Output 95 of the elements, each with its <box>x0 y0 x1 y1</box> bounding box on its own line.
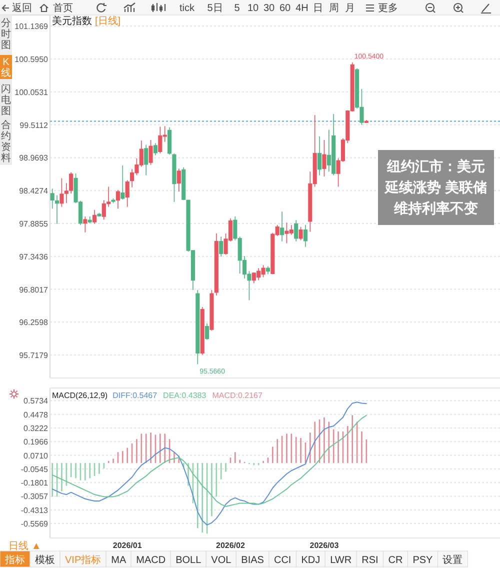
text: 月 <box>345 3 355 14</box>
x-tick-label: 2026/01 <box>112 541 142 550</box>
y-tick-label: 100.5950 <box>14 55 49 64</box>
y-tick-label: -0.5569 <box>20 520 49 529</box>
candlestick <box>148 140 153 166</box>
text: 指标 <box>4 554 25 566</box>
candlestick <box>317 136 322 176</box>
text: BOLL <box>176 555 202 566</box>
text: RSI <box>362 555 378 566</box>
text: 日线 ▲ <box>8 540 42 552</box>
x-tick-label: 2026/02 <box>216 541 246 550</box>
line-series <box>52 414 367 507</box>
text: 闪电图 <box>1 83 11 117</box>
candlestick <box>210 290 214 332</box>
text: 60 <box>279 3 291 14</box>
text: 5 <box>234 3 240 14</box>
y-tick-label: 99.5112 <box>20 120 49 130</box>
candlestick <box>172 153 176 202</box>
text: 日 <box>313 3 323 14</box>
text: LWR <box>330 555 352 566</box>
text: BIAS <box>241 555 264 566</box>
candlestick <box>167 126 172 156</box>
candlestick <box>54 194 60 224</box>
text: DEA:0.4383 <box>163 391 207 400</box>
text: MACD:0.2167 <box>212 391 263 400</box>
text: 30 <box>263 3 275 14</box>
y-tick-label: 0.4478 <box>24 410 49 420</box>
candlestick <box>116 189 120 210</box>
text: 返回 <box>12 2 32 14</box>
candlestick <box>120 165 125 200</box>
text: MACD <box>136 555 166 566</box>
text: tick <box>180 3 196 14</box>
text: PSY <box>412 555 434 566</box>
candlestick <box>50 188 54 210</box>
y-tick-label: 0.5734 <box>24 396 49 406</box>
candlestick <box>219 236 224 257</box>
candlestick <box>200 306 204 356</box>
candlestick <box>92 209 97 224</box>
candlestick <box>294 220 298 242</box>
text: VOL <box>211 555 232 566</box>
candlestick <box>322 140 326 177</box>
candlestick <box>111 198 116 204</box>
candlestick <box>364 120 368 124</box>
y-tick-label: -0.3057 <box>20 492 49 502</box>
y-tick-label: 97.8855 <box>19 219 49 228</box>
text: 首页 <box>53 2 73 14</box>
line-series <box>52 402 367 526</box>
y-tick-label: -0.1801 <box>20 478 49 488</box>
y-tick-label: 0.3222 <box>24 424 49 433</box>
text: 合约资料 <box>1 119 11 164</box>
y-tick-label: 96.2598 <box>19 318 49 328</box>
text: 模板 <box>35 554 55 566</box>
text: 分时图 <box>1 17 11 51</box>
y-tick-label: 0.1966 <box>24 438 49 447</box>
text: 5日 <box>207 3 223 14</box>
chart-title: 美元指数 <box>52 15 92 27</box>
candlestick <box>214 233 218 296</box>
y-tick-label: 101.1369 <box>14 22 49 32</box>
candlestick <box>153 142 158 156</box>
text: K线 <box>1 57 11 79</box>
y-tick-label: 98.9693 <box>19 154 49 163</box>
text: 10 <box>247 3 259 14</box>
candlestick <box>125 180 130 208</box>
y-tick-label: 96.8017 <box>19 285 49 294</box>
text: MA <box>111 555 126 566</box>
candlestick <box>204 322 210 340</box>
candlestick <box>144 144 148 176</box>
chart-title: MACD(26,12,9) <box>52 391 108 400</box>
text: DIFF:0.5467 <box>112 391 158 400</box>
x-tick-label: 2026/03 <box>310 541 340 550</box>
text: CCI <box>274 555 292 566</box>
candlestick <box>266 266 270 275</box>
candlestick <box>303 224 308 248</box>
candlestick <box>176 168 181 192</box>
candlestick <box>280 211 284 242</box>
candlestick <box>83 216 88 233</box>
text: 设置 <box>442 554 463 566</box>
y-tick-label: 0.0710 <box>24 451 49 460</box>
y-tick-label: 98.4274 <box>19 186 49 196</box>
candlestick <box>196 290 200 365</box>
y-tick-label: -0.4313 <box>20 506 49 515</box>
y-tick-label: -0.0545 <box>20 464 49 474</box>
text: 更多 <box>378 2 398 14</box>
candlestick <box>298 226 303 241</box>
text: KDJ <box>301 555 320 566</box>
candlestick <box>97 212 102 217</box>
text: VIP指标 <box>65 554 102 566</box>
text: CR <box>388 555 403 566</box>
y-tick-label: 95.7179 <box>19 351 49 360</box>
text: 周 <box>329 3 339 14</box>
y-tick-label: 100.0531 <box>14 88 49 97</box>
chart-subtitle: [日线] <box>95 15 121 27</box>
y-tick-label: 97.3436 <box>19 252 49 262</box>
text: 4H <box>296 3 308 14</box>
candlestick <box>88 216 92 224</box>
